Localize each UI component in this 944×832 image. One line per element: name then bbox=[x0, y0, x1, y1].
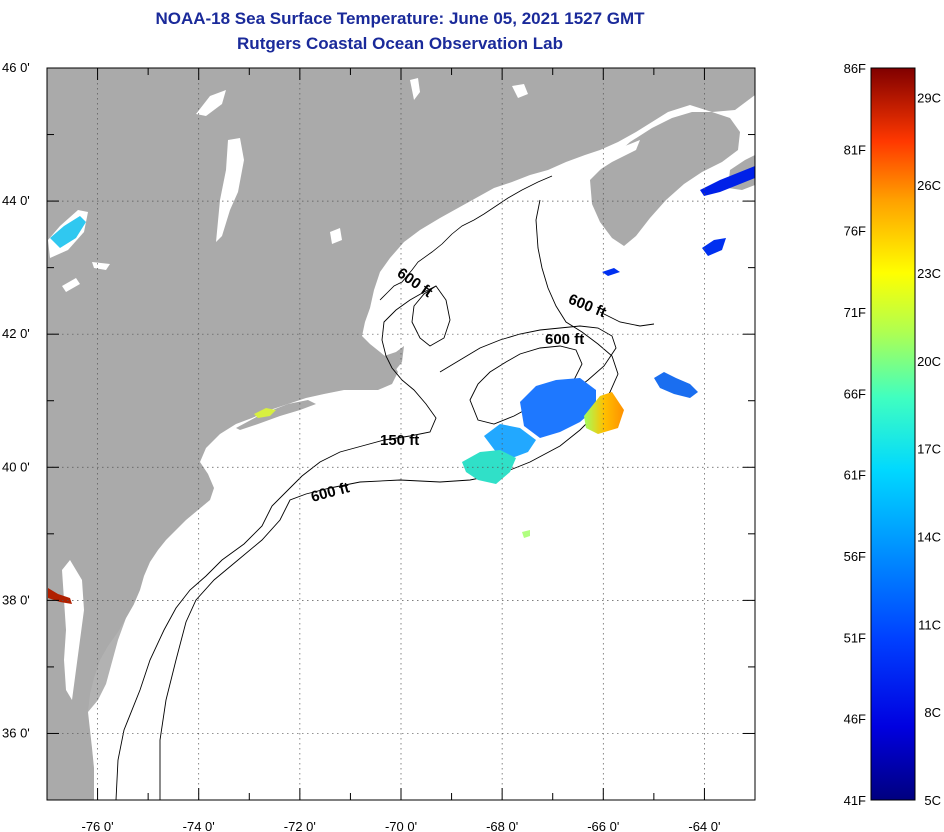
depth-contour-150 bbox=[115, 285, 437, 800]
sst-patch-georges bbox=[520, 378, 596, 438]
lat-tick-label: 46 0' bbox=[2, 60, 30, 75]
colorbar-f-label: 46F bbox=[844, 712, 866, 727]
lon-tick-label: -76 0' bbox=[82, 819, 114, 832]
colorbar-c-label: 20C bbox=[917, 354, 941, 369]
sst-patch-lake-ontario bbox=[50, 216, 86, 248]
lat-tick-label: 42 0' bbox=[2, 326, 30, 341]
sst-patch-east bbox=[654, 372, 698, 398]
colorbar-f-label: 71F bbox=[844, 305, 866, 320]
colorbar-c-label: 11C bbox=[918, 617, 941, 632]
colorbar-c-label: 17C bbox=[917, 442, 941, 457]
colorbar-f-label: 76F bbox=[844, 224, 866, 239]
lon-tick-label: -70 0' bbox=[385, 819, 417, 832]
colorbar-c-label: 5C bbox=[924, 793, 941, 808]
colorbar-f-label: 41F bbox=[844, 793, 866, 808]
colorbar-c-label: 23C bbox=[917, 266, 941, 281]
map-title: NOAA-18 Sea Surface Temperature: June 05… bbox=[155, 9, 645, 28]
lon-tick-label: -74 0' bbox=[183, 819, 215, 832]
lon-tick-label: -68 0' bbox=[486, 819, 518, 832]
chesapeake-bay bbox=[62, 560, 84, 700]
colorbar-labels: 86F 81F 76F 71F 66F 61F 56F 51F 46F 41F 29C 26C 23C 2… bbox=[844, 61, 941, 808]
sst-patch-warm bbox=[584, 392, 624, 434]
lake bbox=[92, 262, 110, 270]
lake bbox=[410, 78, 420, 100]
colorbar-c-label: 14C bbox=[917, 529, 941, 544]
depth-contour bbox=[439, 325, 617, 395]
lat-tick-label: 36 0' bbox=[2, 725, 30, 740]
depth-contour-600 bbox=[599, 311, 655, 327]
axis-ticks: 46 0' 44 0' 42 0' 40 0' 38 0' 36 0' -76 0' -74 … bbox=[2, 60, 756, 832]
colorbar-f-label: 61F bbox=[844, 468, 866, 483]
lat-lon-grid bbox=[47, 68, 755, 800]
depth-label: 600 ft bbox=[545, 331, 584, 348]
colorbar-f-label: 51F bbox=[844, 630, 866, 645]
lon-tick-label: -72 0' bbox=[284, 819, 316, 832]
lake bbox=[62, 278, 80, 292]
lake bbox=[330, 228, 342, 244]
land-mainland bbox=[47, 68, 755, 800]
land-delmarva bbox=[76, 594, 134, 712]
coastline-detail bbox=[379, 175, 553, 301]
colorbar-f-label: 81F bbox=[844, 142, 866, 157]
colorbar-c-label: 26C bbox=[917, 178, 941, 193]
lon-tick-label: -64 0' bbox=[688, 819, 720, 832]
sst-patch-shelf bbox=[484, 424, 536, 458]
lake bbox=[196, 90, 226, 116]
land-cape-cod bbox=[384, 346, 404, 372]
land-long-island bbox=[236, 400, 316, 430]
sst-patch-ns bbox=[700, 166, 755, 196]
lake bbox=[216, 138, 244, 242]
sst-patch-small bbox=[522, 530, 530, 538]
sst-patch-sable bbox=[702, 238, 726, 256]
lat-tick-label: 38 0' bbox=[2, 592, 30, 607]
sst-patch-lis bbox=[254, 408, 276, 418]
colorbar-f-label: 56F bbox=[844, 549, 866, 564]
colorbar-f-label: 66F bbox=[844, 386, 866, 401]
sst-patch-shelf-edge bbox=[462, 450, 516, 484]
lake bbox=[512, 84, 528, 98]
georges-bank-contour bbox=[469, 345, 583, 425]
lon-tick-label: -66 0' bbox=[587, 819, 619, 832]
sst-patch-gom bbox=[602, 268, 620, 276]
sst-colorbar bbox=[870, 67, 916, 801]
colorbar-c-label: 29C bbox=[917, 90, 941, 105]
colorbar-c-label: 8C bbox=[924, 705, 941, 720]
depth-contour bbox=[411, 285, 451, 347]
lat-tick-label: 44 0' bbox=[2, 193, 30, 208]
bay-of-fundy bbox=[560, 140, 640, 182]
depth-label: 150 ft bbox=[380, 432, 419, 449]
lat-tick-label: 40 0' bbox=[2, 459, 30, 474]
map-subtitle: Rutgers Coastal Ocean Observation Lab bbox=[237, 34, 563, 53]
colorbar-f-label: 86F bbox=[844, 61, 866, 76]
